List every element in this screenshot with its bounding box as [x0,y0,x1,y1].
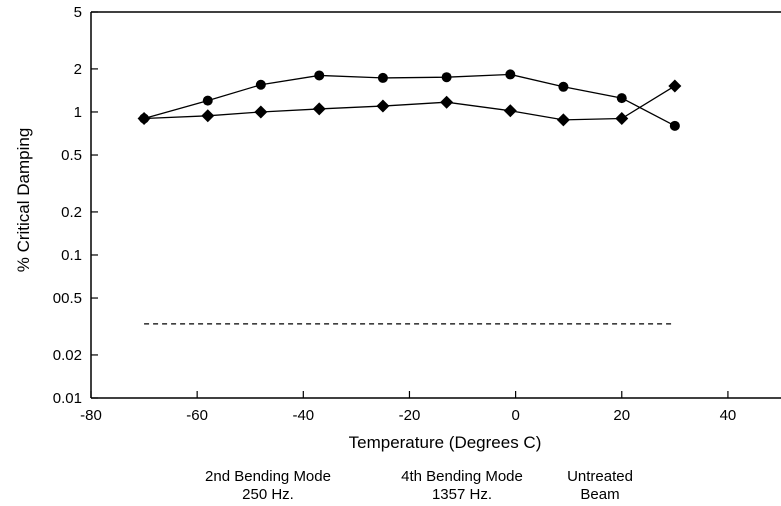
series-1-point [201,109,215,123]
series-0-line [143,73,676,127]
x-tick-label: -80 [80,407,102,424]
series-1-point [556,113,570,127]
legend-untreated-beam: Beam [580,486,620,503]
y-tick-label: 0.1 [61,247,82,264]
y-tick-label: 5 [74,4,82,21]
legend-mode-2nd-frequency: 250 Hz. [242,486,294,503]
series-0-point [377,72,388,83]
series-0-point [669,120,680,131]
axes: 5 2 1 0.5 0.2 0.1 00.5 0.02 0.01-80 -60 -40 -20 0 20 4… [53,4,781,424]
series-0-point [202,95,213,106]
legend-mode-2nd: 2nd Bending Mode 250 Hz. [178,468,358,504]
legend-untreated-name: Untreated [567,468,633,485]
y-tick-label: 2 [74,61,82,78]
series-0-point [616,93,627,104]
series-1-point [440,95,454,109]
x-tick-label: -40 [292,407,314,424]
legend-mode-4th-name: 4th Bending Mode [401,468,523,485]
x-tick-label: 0 [511,407,519,424]
y-tick-label: 0.02 [53,347,82,364]
series-0-point [314,70,325,81]
series-1-point [137,112,151,126]
series-0-point [505,69,516,80]
x-tick-label: -20 [399,407,421,424]
series-1-point [254,105,268,119]
series-0-point [558,81,569,92]
series-1-line [144,85,676,121]
legend-untreated: Untreated Beam [545,468,655,504]
y-tick-label: 0.2 [61,204,82,221]
y-axis-title: % Critical Damping [14,128,33,273]
legend-mode-4th-frequency: 1357 Hz. [431,486,493,503]
legend-mode-2nd-name: 2nd Bending Mode [205,468,331,485]
series-1-point [376,99,390,113]
series-1-point [312,102,326,116]
series-1-point [503,104,517,118]
series-0-point [441,72,452,83]
plot-marks [137,69,682,325]
series-1-point [615,112,629,126]
legend-mode-4th: 4th Bending Mode 1357 Hz. [372,468,552,504]
x-axis-title: Temperature (Degrees C) [349,433,542,452]
y-tick-label: 00.5 [53,290,82,307]
y-tick-label: 0.5 [61,147,82,164]
x-tick-label: 20 [613,407,630,424]
x-tick-label: 40 [720,407,737,424]
y-tick-label: 0.01 [53,390,82,407]
series-1-point [668,79,682,93]
y-tick-label: 1 [74,104,82,121]
series-0-point [255,79,266,90]
x-tick-label: -60 [186,407,208,424]
